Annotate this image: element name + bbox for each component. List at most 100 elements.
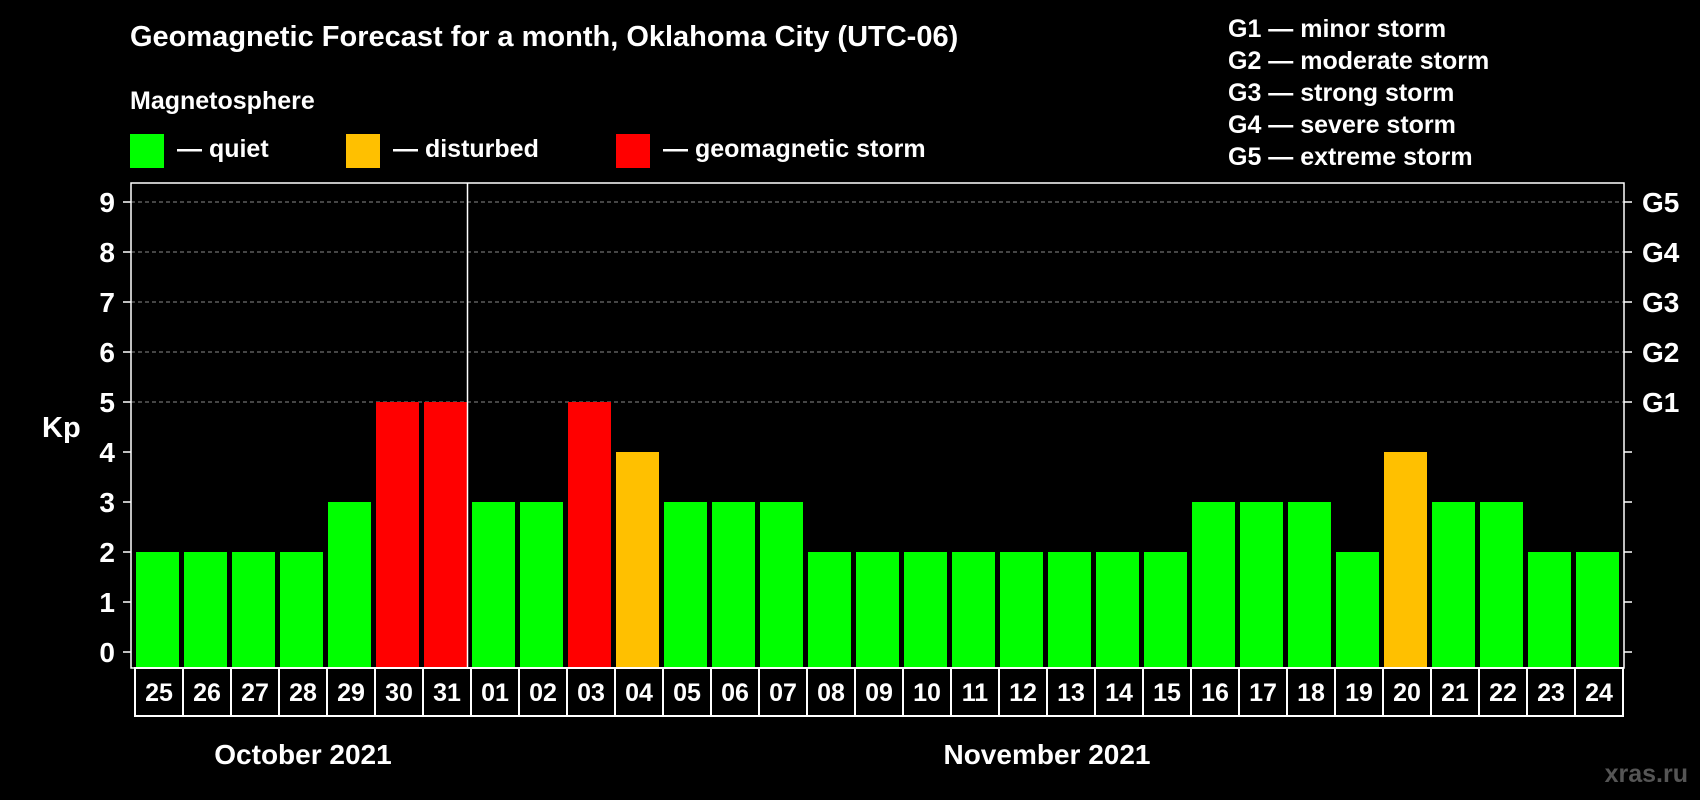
bar-17 xyxy=(1240,502,1283,668)
bar-04 xyxy=(616,452,659,668)
bar-14 xyxy=(1096,552,1139,668)
y-tick-label-6: 6 xyxy=(99,337,115,368)
bar-26 xyxy=(184,552,227,668)
day-label-09: 09 xyxy=(865,679,893,707)
day-label-07: 07 xyxy=(769,679,797,707)
day-label-18: 18 xyxy=(1297,679,1325,707)
bar-16 xyxy=(1192,502,1235,668)
day-label-08: 08 xyxy=(817,679,845,707)
y-tick-label-7: 7 xyxy=(99,287,115,318)
y-tick-label-0: 0 xyxy=(99,637,115,668)
right-axis-label-G2: G2 xyxy=(1642,337,1679,368)
chart-title: Geomagnetic Forecast for a month, Oklaho… xyxy=(130,21,958,53)
day-label-12: 12 xyxy=(1009,679,1037,707)
y-tick-label-5: 5 xyxy=(99,387,115,418)
right-axis-label-G4: G4 xyxy=(1642,237,1680,268)
day-labels: 25 26 27 28 29 30 31 01 02 03 04 05 06 07 08 09 10 11 12 13… xyxy=(134,667,1624,717)
day-label-16: 16 xyxy=(1201,679,1229,707)
storm-scale-item-3: G3 — strong storm xyxy=(1228,79,1454,107)
bar-02 xyxy=(520,502,563,668)
bar-31 xyxy=(424,402,467,668)
day-label-31: 31 xyxy=(433,679,461,707)
day-label-23: 23 xyxy=(1537,679,1565,707)
bar-07 xyxy=(760,502,803,668)
y-tick-label-3: 3 xyxy=(99,487,115,518)
day-label-27: 27 xyxy=(241,679,269,707)
legend-label-0: — quiet xyxy=(177,135,269,163)
day-label-21: 21 xyxy=(1441,679,1469,707)
legend-label-2: — geomagnetic storm xyxy=(663,135,926,163)
y-tick-label-9: 9 xyxy=(99,187,115,218)
magnetosphere-legend: — quiet — disturbed — geomagnetic storm xyxy=(130,134,926,168)
bar-12 xyxy=(1000,552,1043,668)
bar-15 xyxy=(1144,552,1187,668)
bar-22 xyxy=(1480,502,1523,668)
day-label-06: 06 xyxy=(721,679,749,707)
bars xyxy=(136,402,1619,668)
day-label-15: 15 xyxy=(1153,679,1181,707)
day-label-28: 28 xyxy=(289,679,317,707)
day-label-25: 25 xyxy=(145,679,173,707)
storm-scale-item-4: G4 — severe storm xyxy=(1228,111,1456,139)
bar-21 xyxy=(1432,502,1475,668)
bar-18 xyxy=(1288,502,1331,668)
bar-30 xyxy=(376,402,419,668)
day-label-29: 29 xyxy=(337,679,365,707)
axes: 0 1 2 3 4 5 6 7 8 9 G1 G2 G3 G4 G5 xyxy=(99,182,1680,669)
day-label-04: 04 xyxy=(625,679,653,707)
legend-swatch-0 xyxy=(130,134,164,168)
day-label-14: 14 xyxy=(1105,679,1133,707)
month-labels: October 2021 November 2021 xyxy=(214,739,1150,770)
day-label-11: 11 xyxy=(962,679,989,707)
bar-05 xyxy=(664,502,707,668)
grid-lines xyxy=(131,201,1624,403)
legend-heading: Magnetosphere xyxy=(130,87,315,115)
bar-19 xyxy=(1336,552,1379,668)
right-axis-label-G1: G1 xyxy=(1642,387,1679,418)
day-label-frame xyxy=(134,667,1624,717)
legend-label-1: — disturbed xyxy=(393,135,539,163)
bar-28 xyxy=(280,552,323,668)
day-label-17: 17 xyxy=(1249,679,1277,707)
day-label-19: 19 xyxy=(1345,679,1373,707)
y-tick-label-8: 8 xyxy=(99,237,115,268)
day-label-30: 30 xyxy=(385,679,413,707)
day-label-03: 03 xyxy=(577,679,605,707)
legend-swatch-2 xyxy=(616,134,650,168)
month-label-1: November 2021 xyxy=(943,739,1150,770)
bar-09 xyxy=(856,552,899,668)
legend-swatch-1 xyxy=(346,134,380,168)
right-axis-label-G3: G3 xyxy=(1642,287,1679,318)
watermark: xras.ru xyxy=(1605,760,1688,788)
y-tick-label-4: 4 xyxy=(99,437,115,468)
day-label-24: 24 xyxy=(1585,679,1613,707)
y-axis-label: Kp xyxy=(42,412,81,444)
month-label-0: October 2021 xyxy=(214,739,391,770)
bar-27 xyxy=(232,552,275,668)
right-axis-label-G5: G5 xyxy=(1642,187,1679,218)
storm-scale-item-1: G1 — minor storm xyxy=(1228,15,1446,43)
bar-29 xyxy=(328,502,371,668)
day-label-05: 05 xyxy=(673,679,701,707)
bar-11 xyxy=(952,552,995,668)
storm-scale-item-2: G2 — moderate storm xyxy=(1228,47,1489,75)
day-label-01: 01 xyxy=(481,679,509,707)
storm-scale-legend: G1 — minor storm G2 — moderate storm G3 — … xyxy=(1228,15,1489,171)
bar-06 xyxy=(712,502,755,668)
bar-10 xyxy=(904,552,947,668)
bar-08 xyxy=(808,552,851,668)
y-tick-label-2: 2 xyxy=(99,537,115,568)
day-label-13: 13 xyxy=(1057,679,1085,707)
day-label-20: 20 xyxy=(1393,679,1421,707)
bar-13 xyxy=(1048,552,1091,668)
bar-01 xyxy=(472,502,515,668)
bar-03 xyxy=(568,402,611,668)
day-label-26: 26 xyxy=(193,679,221,707)
day-label-22: 22 xyxy=(1489,679,1517,707)
bar-24 xyxy=(1576,552,1619,668)
bar-20 xyxy=(1384,452,1427,668)
bar-23 xyxy=(1528,552,1571,668)
storm-scale-item-5: G5 — extreme storm xyxy=(1228,143,1473,171)
y-tick-label-1: 1 xyxy=(99,587,115,618)
